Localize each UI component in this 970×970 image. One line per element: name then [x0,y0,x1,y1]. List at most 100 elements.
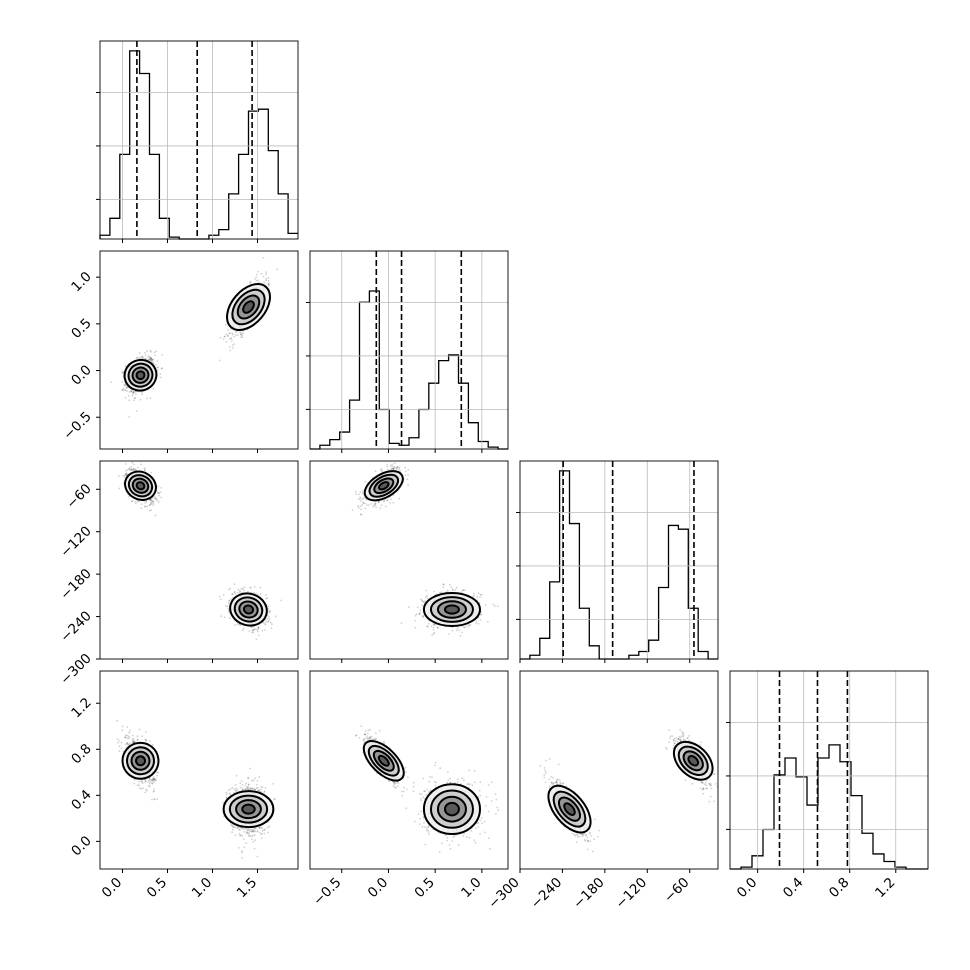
sample-point [146,505,149,508]
sample-point [128,742,131,745]
sample-point [432,623,435,626]
panel-2-2 [516,460,719,663]
sample-point [131,392,134,395]
sample-point [152,502,154,505]
sample-point [150,471,153,474]
sample-point [133,397,136,400]
sample-point [236,623,239,626]
sample-point [131,395,134,397]
sample-point [139,398,142,401]
panel-frame [309,250,509,450]
sample-point [144,780,147,783]
sample-point [125,387,128,389]
sample-point [116,738,119,741]
sample-point [414,626,417,629]
sample-point [254,628,257,631]
sample-point [260,272,263,275]
sample-point [238,589,241,592]
sample-point [150,358,152,360]
sample-point [225,333,228,336]
sample-point [419,612,421,614]
sample-point [154,354,157,357]
sample-point [392,466,395,469]
sample-point [132,391,134,394]
sample-point [374,502,376,505]
sample-point [267,605,270,608]
sample-point [496,605,499,608]
sample-point [235,331,237,334]
sample-point [231,340,233,342]
sample-point [262,257,265,259]
sample-point [267,619,270,622]
sample-point [126,726,129,728]
sample-point [223,335,226,338]
sample-point [150,359,153,362]
sample-point [157,501,160,503]
sample-point [140,507,143,509]
sample-point [160,487,163,489]
sample-point [484,604,487,606]
sample-point [150,357,153,360]
sample-point [229,332,232,335]
sample-point [457,627,459,630]
sample-point [267,282,270,285]
sample-point [432,626,435,629]
sample-point [153,798,156,801]
sample-point [280,599,282,602]
sample-point [156,798,159,800]
sample-point [148,355,150,357]
sample-point [247,590,249,593]
sample-point [130,390,133,393]
sample-point [271,623,273,625]
sample-point [414,620,416,622]
sample-point [365,499,368,501]
sample-point [463,626,466,629]
sample-point [138,784,141,787]
sample-point [243,586,246,589]
sample-point [268,618,271,620]
sample-point [135,357,138,359]
sample-point [132,390,135,393]
sample-point [380,504,383,506]
sample-point [151,500,154,503]
sample-point [120,747,123,750]
panel-frame [309,460,509,660]
sample-point [231,332,233,335]
sample-point [143,467,146,469]
sample-point [158,494,160,497]
sample-point [132,463,135,466]
sample-point [159,376,162,379]
sample-point [130,390,132,393]
sample-point [266,617,269,620]
sample-point [237,588,240,591]
sample-point [135,469,137,471]
sample-point [405,470,407,473]
sample-point [233,335,236,338]
sample-point [386,463,389,466]
sample-point [141,355,144,358]
sample-point [389,502,391,504]
sample-point [392,501,395,504]
sample-point [407,468,410,471]
sample-point [255,276,258,278]
sample-point [149,356,152,359]
sample-point [269,621,272,624]
scatter-points [116,719,277,859]
sample-point [151,798,153,801]
sample-point [117,741,119,744]
sample-point [450,586,453,589]
sample-point [361,492,364,495]
sample-point [426,595,428,597]
sample-point [360,513,363,516]
sample-point [493,605,496,608]
sample-point [128,467,131,470]
sample-point [467,626,470,629]
sample-point [476,595,479,598]
sample-point [136,466,139,469]
sample-point [240,336,243,338]
sample-point [479,619,482,621]
sample-point [147,358,150,361]
sample-point [442,586,445,589]
sample-point [370,503,373,505]
sample-point [149,359,151,361]
